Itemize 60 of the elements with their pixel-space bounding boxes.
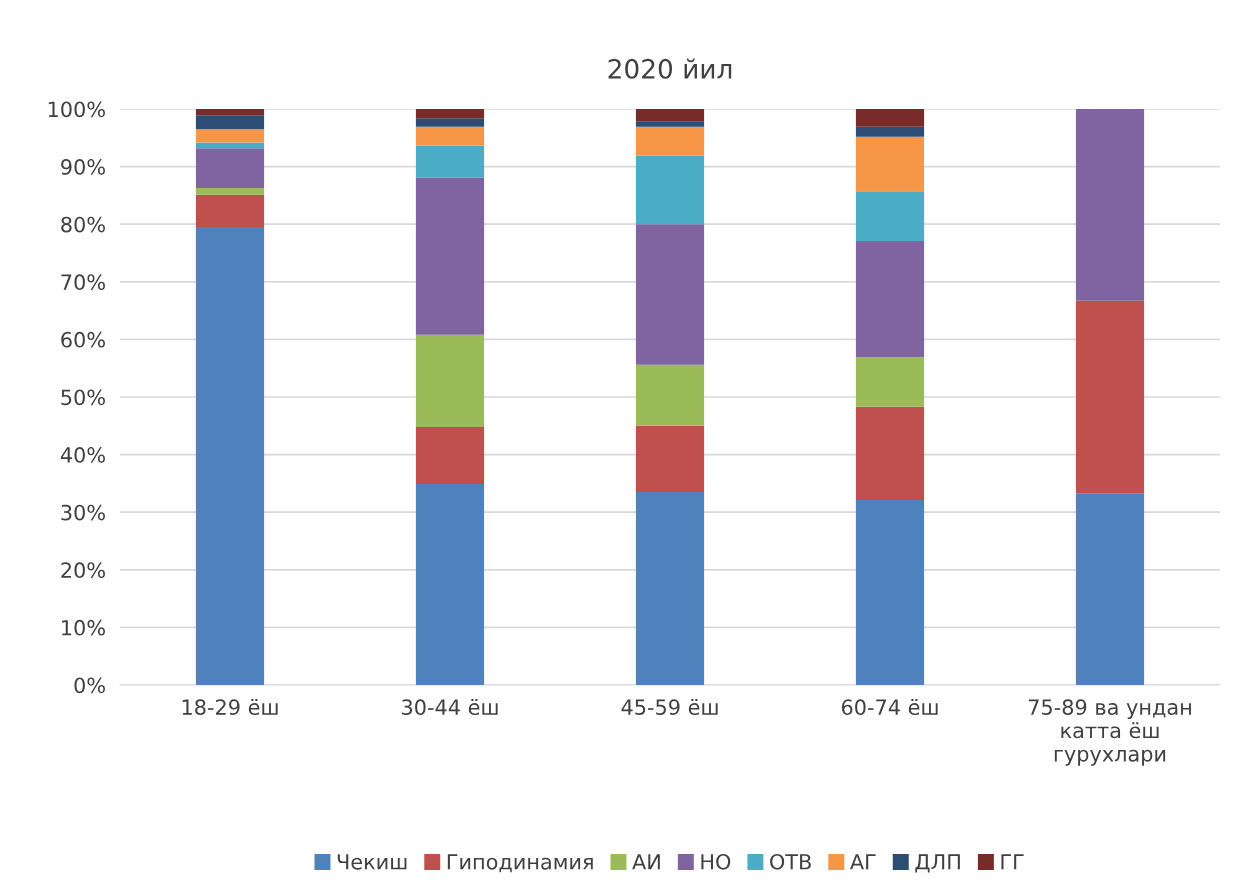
chart-title: 2020 йил	[608, 58, 732, 79]
bar	[635, 224, 705, 365]
bar	[855, 109, 925, 127]
x-tick-label: 45-59 ёш	[621, 698, 718, 716]
y-tick-label: 60%	[61, 331, 105, 348]
bar	[415, 109, 485, 119]
bar	[635, 155, 705, 225]
bar	[635, 425, 705, 493]
y-tick-label: 90%	[61, 159, 105, 175]
bar	[1075, 300, 1145, 494]
bar	[855, 406, 925, 501]
x-tick-label: 30-44 ёш	[402, 698, 498, 716]
bar	[635, 364, 705, 426]
bar	[855, 500, 925, 685]
x-tick-label: 60-74 ёш	[841, 698, 938, 716]
y-tick-label: 0%	[74, 677, 105, 694]
y-tick-label: 70%	[61, 274, 105, 291]
bar	[855, 357, 925, 407]
legend-label: ДЛП	[915, 854, 960, 873]
legend-label: АИ	[632, 854, 660, 870]
bar	[415, 145, 485, 178]
y-tick-label: 10%	[62, 619, 105, 636]
bar	[415, 126, 485, 146]
bar	[415, 426, 485, 484]
bar	[1075, 109, 1145, 301]
bar	[195, 227, 265, 685]
legend-label: Гиподинамия	[447, 854, 593, 873]
bar	[635, 121, 705, 127]
legend-label: Чекиш	[337, 854, 407, 870]
bar	[635, 109, 705, 122]
bar	[195, 115, 265, 130]
legend-label: ГГ	[1001, 854, 1024, 870]
y-tick-label: 20%	[61, 562, 105, 579]
bar	[195, 187, 265, 195]
legend-label: АГ	[850, 854, 876, 870]
bar	[855, 191, 925, 241]
bar	[415, 177, 485, 335]
bar	[635, 492, 705, 685]
legend-label: НО	[701, 853, 731, 870]
bar	[195, 142, 265, 149]
y-tick-label: 50%	[61, 389, 105, 406]
bar	[415, 334, 485, 427]
bar	[415, 118, 485, 127]
bar	[855, 126, 925, 137]
bar	[415, 483, 485, 685]
bar	[855, 240, 925, 358]
bar	[195, 194, 265, 228]
bar	[195, 109, 265, 116]
y-tick-label: 30%	[61, 504, 105, 521]
bar	[1075, 493, 1145, 685]
x-tick-label: 75-89 ва ундан катта ёш гурухлари	[1028, 699, 1191, 766]
bar	[195, 148, 265, 188]
y-tick-label: 100%	[48, 101, 105, 118]
bar	[635, 126, 705, 156]
bar	[195, 129, 265, 143]
x-tick-label: 18-29 ёш	[182, 698, 278, 716]
y-tick-label: 80%	[61, 216, 105, 233]
bar	[855, 136, 925, 192]
legend-label: ОТВ	[770, 853, 811, 870]
y-tick-label: 40%	[60, 447, 105, 463]
